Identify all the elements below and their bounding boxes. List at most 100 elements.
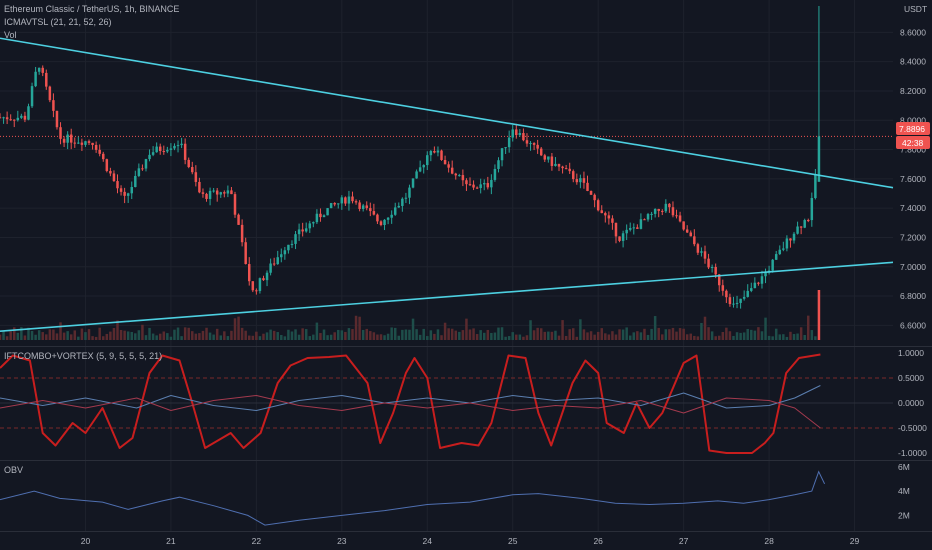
volume-bar xyxy=(814,336,817,340)
candle-body xyxy=(814,174,817,199)
candle-body xyxy=(23,115,27,120)
candle-body xyxy=(693,236,696,245)
candle-body xyxy=(262,278,265,281)
candle-body xyxy=(639,219,643,229)
volume-bar xyxy=(817,290,821,340)
volume-bar xyxy=(646,334,650,340)
candle-body xyxy=(20,115,23,118)
candle-body xyxy=(2,117,5,119)
price-candles[interactable] xyxy=(0,6,821,309)
candle-body xyxy=(700,251,703,253)
candle-body xyxy=(746,290,749,297)
volume-bar xyxy=(329,334,333,340)
x-tick-label: 20 xyxy=(81,536,91,546)
volume-bar xyxy=(700,322,703,340)
volume-bar xyxy=(675,331,678,340)
volume-bar xyxy=(23,335,27,340)
volume-bar xyxy=(333,332,336,340)
candle-body xyxy=(725,290,728,298)
price-axis[interactable]: 8.6000 8.4000 8.2000 8.0000 7.8000 7.6000 7.40… xyxy=(898,27,927,520)
countdown-text: 42:38 xyxy=(902,138,924,148)
candle-body xyxy=(436,150,440,153)
volume-bar xyxy=(198,333,201,340)
volume-bar xyxy=(109,331,112,340)
volume-bar xyxy=(486,329,490,340)
volume-bar xyxy=(440,335,443,340)
volume-bar xyxy=(678,328,682,340)
volume-bar xyxy=(671,327,675,340)
volume-bar xyxy=(201,330,205,340)
volume-bar xyxy=(810,330,814,340)
candle-body xyxy=(440,150,443,160)
volume-bar xyxy=(326,335,329,340)
volume-bar xyxy=(589,331,593,340)
volume-bar xyxy=(205,327,208,340)
candle-body xyxy=(764,272,767,277)
candle-body xyxy=(162,151,166,153)
x-tick-label: 25 xyxy=(508,536,518,546)
volume-bar xyxy=(450,328,454,340)
volume-label[interactable]: Vol xyxy=(4,30,17,40)
volume-bar xyxy=(344,331,347,340)
volume-bar xyxy=(668,329,671,340)
volume-bar xyxy=(301,328,304,340)
volume-bar xyxy=(66,331,69,340)
candle-body xyxy=(30,86,34,107)
osc-tick-label: 1.0000 xyxy=(898,348,924,358)
volume-bar xyxy=(799,327,803,340)
candle-body xyxy=(91,142,94,146)
candle-body xyxy=(504,147,507,149)
volume-bar xyxy=(379,334,383,340)
volume-bar xyxy=(750,329,753,340)
volume-bar xyxy=(141,324,144,340)
volume-bar xyxy=(532,330,536,340)
volume-bar xyxy=(369,331,372,340)
candle-body xyxy=(151,152,155,155)
volume-bar xyxy=(707,327,710,340)
price-tick-label: 8.4000 xyxy=(900,57,926,67)
candle-body xyxy=(347,196,351,204)
candle-body xyxy=(735,302,739,304)
candle-body xyxy=(119,188,123,192)
symbol-title[interactable]: Ethereum Classic / TetherUS, 1h, BINANCE xyxy=(4,4,179,14)
volume-bar xyxy=(411,318,415,340)
volume-bar xyxy=(158,333,162,340)
candle-body xyxy=(500,148,504,161)
candle-body xyxy=(643,219,646,221)
candle-body xyxy=(126,193,130,196)
volume-bar xyxy=(112,328,116,340)
candle-body xyxy=(34,71,37,87)
candle-body xyxy=(12,119,16,121)
candle-body xyxy=(169,148,173,150)
oscillator-pane xyxy=(0,353,893,454)
candle-body xyxy=(240,224,244,243)
volume-bar xyxy=(636,331,639,340)
candle-body xyxy=(600,210,603,214)
time-axis[interactable]: 20 21 22 23 24 25 26 27 28 29 xyxy=(81,536,860,546)
volume-bar xyxy=(290,331,294,340)
x-tick-label: 26 xyxy=(593,536,603,546)
candle-body xyxy=(621,233,625,241)
indicator-label-icmavtsl[interactable]: ICMAVTSL (21, 21, 52, 26) xyxy=(4,17,112,27)
volume-bar xyxy=(27,327,30,340)
volume-bar xyxy=(689,333,693,340)
volume-bar xyxy=(283,336,287,340)
candle-body xyxy=(212,190,215,192)
oscillator-label[interactable]: IFTCOMBO+VORTEX (5, 9, 5, 5, 5, 21) xyxy=(4,351,162,361)
price-tick-label: 8.2000 xyxy=(900,86,926,96)
candle-body xyxy=(230,190,233,195)
volume-bar xyxy=(223,331,226,340)
osc-tick-label: 0.0000 xyxy=(898,398,924,408)
candle-body xyxy=(742,296,746,299)
volume-bar xyxy=(621,329,625,340)
candle-body xyxy=(404,197,408,199)
volume-bar xyxy=(408,329,411,340)
volume-bars xyxy=(0,290,821,340)
volume-bar xyxy=(276,332,279,340)
candle-body xyxy=(376,214,379,222)
candle-body xyxy=(536,144,539,149)
candle-body xyxy=(675,215,678,217)
candle-body xyxy=(372,211,376,215)
obv-label[interactable]: OBV xyxy=(4,465,23,475)
